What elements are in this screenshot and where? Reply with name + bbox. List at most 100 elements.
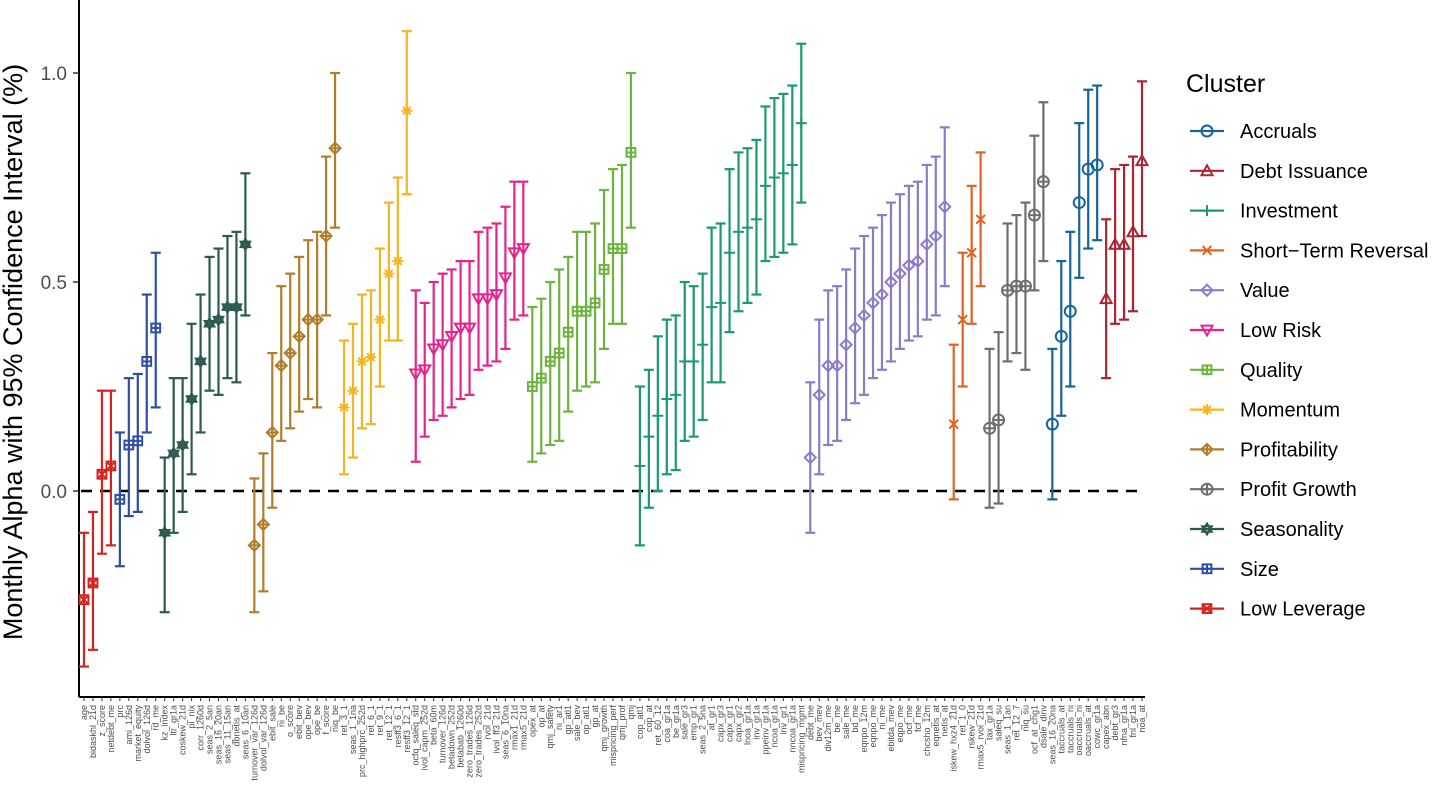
error-bar-point <box>1081 88 1095 250</box>
x-category-label: ret_3_1 <box>339 705 349 736</box>
marker-star-b <box>158 529 172 541</box>
x-category-label: gp_atl1 <box>563 705 573 735</box>
x-category-label: dolvol_126d <box>142 705 152 754</box>
x-category-label: eqnetis_at <box>931 705 941 747</box>
y-axis-title: Monthly Alpha with 95% Confidence Interv… <box>0 64 28 640</box>
marker-triangle-down <box>435 339 450 353</box>
error-bar-point <box>408 289 423 463</box>
legend-item: Low Risk <box>1190 320 1322 342</box>
marker-diamond <box>928 229 943 243</box>
error-bar-point <box>607 168 619 325</box>
marker-stroke <box>384 269 394 279</box>
x-category-label: opex_at <box>527 705 537 738</box>
error-bar-point <box>580 230 592 388</box>
error-bar-point <box>150 251 162 409</box>
x-category-label: emp_gr1 <box>689 705 699 741</box>
legend-label: Momentum <box>1240 400 1340 422</box>
x-category-label: eqnpo_12m <box>859 705 869 753</box>
marker-diamond <box>830 358 845 373</box>
x-category-label: niq_su <box>1020 705 1030 732</box>
marker-diamond <box>893 266 907 281</box>
marker-diamond <box>901 258 916 273</box>
error-bar-point <box>1107 168 1123 325</box>
error-bar-point <box>795 42 807 204</box>
marker-star-a <box>158 525 172 537</box>
x-category-label: rmax1_21d <box>509 705 519 750</box>
x-category-label: dolvol_var_126d <box>258 705 268 771</box>
marker-stroke <box>1201 245 1213 256</box>
error-bar-point <box>1036 101 1050 263</box>
error-bar-point <box>741 147 753 304</box>
x-category-label: ret_12_7 <box>1011 705 1021 741</box>
marker-stroke <box>966 247 977 258</box>
error-bar-point <box>830 285 845 442</box>
marker-diamond <box>910 254 925 269</box>
x-category-label: seas_16_20an <box>213 705 223 764</box>
marker-stroke <box>957 314 968 325</box>
x-category-label: ni_be <box>276 705 286 727</box>
error-bar-point <box>229 230 243 384</box>
x-category-label: op_atl1 <box>581 705 591 735</box>
error-bar-point <box>715 222 727 384</box>
error-bar-point <box>937 126 952 288</box>
x-category-label: seas_6_10an <box>240 705 250 759</box>
marker-triangle <box>1199 163 1215 177</box>
x-category-label: netis_at <box>940 705 950 737</box>
x-category-label: seas_2_5an <box>205 705 215 754</box>
error-bar-point <box>562 255 574 413</box>
error-bar-point <box>1134 80 1150 238</box>
x-category-label: seas_2_5na <box>698 705 708 754</box>
x-category-label: be_me <box>832 705 842 733</box>
x-category-label: debt_gr3 <box>1110 705 1120 741</box>
marker-triangle <box>1107 236 1123 250</box>
error-bar-point <box>803 381 818 534</box>
marker-stroke <box>339 402 349 412</box>
error-bar-point <box>211 247 226 396</box>
legend-item: Quality <box>1190 360 1302 382</box>
x-category-label: zero_trades_126d <box>465 705 475 778</box>
marker-diamond <box>848 321 862 335</box>
x-category-label: cop_atl1 <box>635 705 645 739</box>
error-bar-point <box>453 260 468 401</box>
x-category-label: resff3_6_1 <box>393 705 403 747</box>
x-category-label: eqpo_me <box>895 705 905 743</box>
marker-stroke <box>375 315 385 325</box>
error-bar-point <box>1054 260 1068 417</box>
y-tick-label: 1.0 <box>41 64 67 85</box>
x-category-label: ocf_me <box>904 705 914 735</box>
error-bar-point <box>768 96 780 259</box>
error-bar-point <box>919 163 934 321</box>
error-bar-point <box>571 230 583 392</box>
error-bar-point <box>733 151 745 313</box>
marker-circle <box>1200 124 1214 138</box>
x-category-label: ivol_capm_252d <box>420 705 430 771</box>
x-category-label: ppeinv_gr1a <box>760 705 770 755</box>
error-bar-point <box>328 71 342 229</box>
x-category-label: seas_1_1an <box>1003 705 1013 754</box>
error-bar-point <box>1001 222 1015 363</box>
legend-label: Size <box>1240 559 1279 581</box>
x-category-label: taccruals_ni <box>1065 705 1075 753</box>
legend-item: Seasonality <box>1190 519 1343 541</box>
x-category-label: kz_index <box>160 705 170 741</box>
x-category-label: qmj_safety <box>545 705 555 749</box>
error-bar-point <box>928 155 943 317</box>
x-category-label: rd_me <box>151 705 161 731</box>
marker-diamond <box>803 450 818 465</box>
marker-circle <box>1045 417 1059 431</box>
error-bar-point <box>975 151 986 288</box>
y-tick-label: 0.5 <box>41 273 67 294</box>
error-bar-point <box>507 180 522 321</box>
marker-star-a <box>211 312 226 324</box>
marker-triangle <box>1134 153 1150 167</box>
error-bar-point <box>625 71 637 229</box>
marker-triangle <box>1125 224 1141 238</box>
error-bar-point <box>319 155 333 317</box>
marker-star-b <box>167 449 181 461</box>
legend-label: Value <box>1240 280 1290 302</box>
x-category-labels: agebidaskhl_21dz_scorenetdebt_meprcami_1… <box>79 697 1147 781</box>
marker-star-b <box>220 303 234 315</box>
marker-square <box>96 468 108 480</box>
marker-star-a <box>185 391 199 403</box>
